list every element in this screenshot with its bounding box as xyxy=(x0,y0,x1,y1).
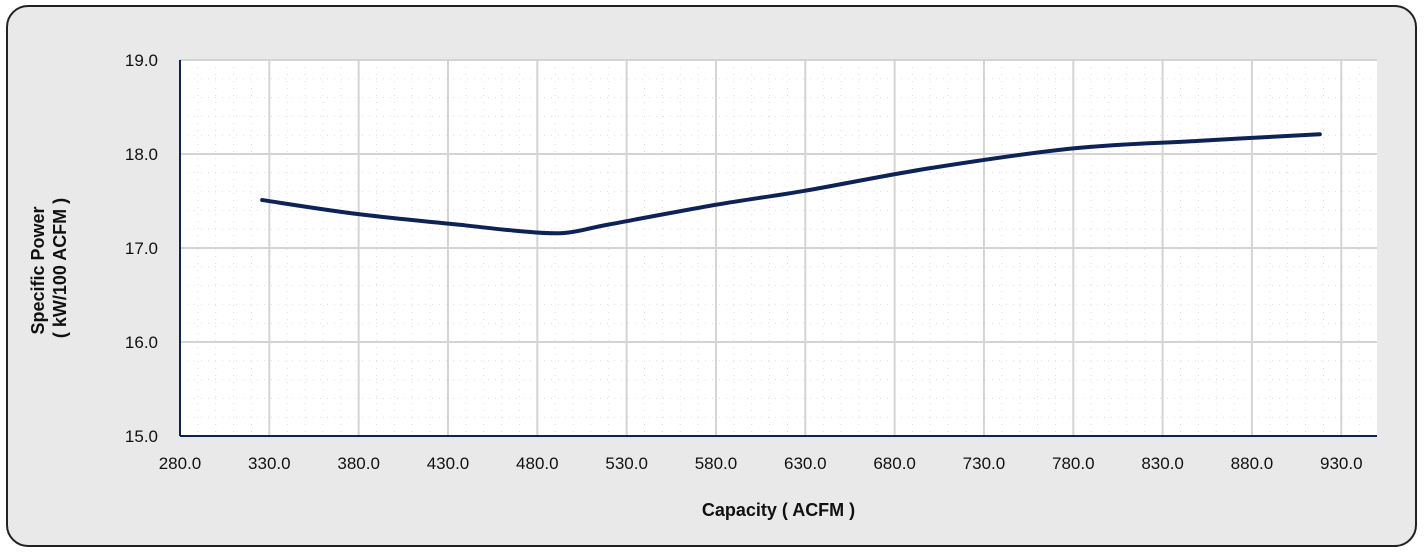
y-axis-title-line-2: ( kW/100 ACFM ) xyxy=(50,198,70,338)
y-tick-label: 18.0 xyxy=(125,145,158,164)
x-tick-label: 680.0 xyxy=(873,454,916,473)
x-tick-label: 480.0 xyxy=(516,454,559,473)
x-tick-label: 730.0 xyxy=(963,454,1006,473)
x-tick-label: 630.0 xyxy=(784,454,827,473)
y-tick-label: 17.0 xyxy=(125,239,158,258)
axes xyxy=(179,60,1377,437)
x-tick-label: 280.0 xyxy=(159,454,202,473)
x-tick-label: 580.0 xyxy=(695,454,738,473)
y-tick-label: 16.0 xyxy=(125,333,158,352)
x-tick-label: 380.0 xyxy=(337,454,380,473)
x-tick-label: 830.0 xyxy=(1141,454,1184,473)
grid-lines xyxy=(180,59,1377,436)
y-tick-label: 15.0 xyxy=(125,427,158,446)
y-axis-title: Specific Power ( kW/100 ACFM ) xyxy=(28,198,70,338)
y-axis-title-line-1: Specific Power xyxy=(28,206,48,334)
x-tick-label: 330.0 xyxy=(248,454,291,473)
x-tick-label: 430.0 xyxy=(427,454,470,473)
x-tick-label: 780.0 xyxy=(1052,454,1095,473)
x-tick-label: 930.0 xyxy=(1320,454,1363,473)
series-layer xyxy=(260,132,1322,236)
series-line xyxy=(260,132,1322,236)
x-tick-label: 880.0 xyxy=(1231,454,1274,473)
y-tick-label: 19.0 xyxy=(125,51,158,70)
tick-labels: 280.0 330.0 380.0 430.0 480.0 530.0 580.0 630.0… xyxy=(125,51,1363,473)
x-axis-title: Capacity ( ACFM ) xyxy=(702,500,855,520)
x-tick-label: 530.0 xyxy=(605,454,648,473)
